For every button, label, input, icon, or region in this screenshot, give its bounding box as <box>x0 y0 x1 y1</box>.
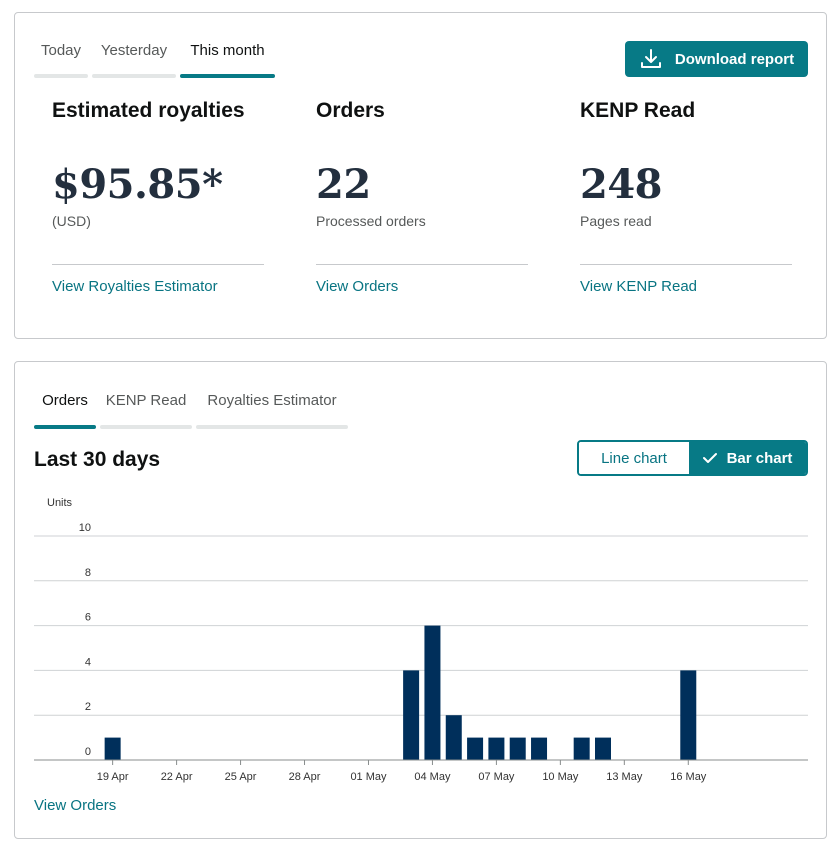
bar-chart-option[interactable]: Bar chart <box>689 442 806 474</box>
period-tabs: Today Yesterday This month <box>34 42 275 78</box>
y-axis-label: Units <box>47 497 73 509</box>
view-royalties-estimator-link[interactable]: View Royalties Estimator <box>52 278 218 295</box>
x-tick-label: 01 May <box>350 771 387 783</box>
tab-underline <box>34 74 88 78</box>
metric-value: $95.85* <box>52 161 223 208</box>
chart-tabs: Orders KENP Read Royalties Estimator <box>34 392 348 429</box>
tab-kenp-read[interactable]: KENP Read <box>100 392 192 429</box>
y-tick-label: 8 <box>85 567 91 579</box>
x-tick-label: 19 Apr <box>97 771 129 783</box>
metric-value: 22 <box>316 161 371 208</box>
bar <box>403 670 420 760</box>
y-tick-label: 6 <box>85 612 91 624</box>
y-tick-label: 2 <box>85 701 91 713</box>
x-tick-label: 28 Apr <box>289 771 321 783</box>
tab-underline <box>196 425 348 429</box>
tab-label: Today <box>40 42 82 59</box>
bar <box>509 737 526 760</box>
metric-kenp-read: KENP Read 248 Pages read View KENP Read <box>580 97 792 297</box>
divider <box>316 264 528 265</box>
bar <box>104 737 121 760</box>
y-tick-label: 0 <box>85 746 91 758</box>
bar <box>445 715 462 760</box>
bar <box>531 737 548 760</box>
orders-bar-chart: Units 0 2 4 6 8 10 19 Apr 22 Apr 25 Apr 28 Apr 01 M… <box>34 497 808 783</box>
view-orders-link[interactable]: View Orders <box>316 278 399 295</box>
bar <box>573 737 590 760</box>
tab-label: Yesterday <box>100 42 168 59</box>
line-chart-option[interactable]: Line chart <box>579 442 689 474</box>
metric-subtitle: (USD) <box>52 213 91 229</box>
x-tick-label: 13 May <box>606 771 643 783</box>
bar <box>424 625 441 760</box>
bar <box>488 737 505 760</box>
download-report-label: Download report <box>674 50 795 68</box>
metric-title: Orders <box>316 99 385 122</box>
metric-orders: Orders 22 Processed orders View Orders <box>316 97 528 297</box>
tab-today[interactable]: Today <box>34 42 88 78</box>
chart-type-toggle: Line chart Bar chart <box>577 440 808 476</box>
chart-section-title: Last 30 days <box>34 448 161 471</box>
view-kenp-read-link[interactable]: View KENP Read <box>580 278 698 295</box>
divider <box>580 264 792 265</box>
bar <box>467 737 484 760</box>
tab-orders[interactable]: Orders <box>34 392 96 429</box>
bar <box>595 737 611 760</box>
bar-chart-label: Bar chart <box>726 449 793 467</box>
chart-card: Orders KENP Read Royalties Estimator Las… <box>14 361 827 839</box>
metric-subtitle: Pages read <box>580 213 652 229</box>
y-tick-label: 4 <box>85 656 91 668</box>
metric-royalties: Estimated royalties $95.85* (USD) View R… <box>52 97 264 297</box>
tab-underline <box>180 74 275 78</box>
tab-underline <box>34 425 96 429</box>
metric-title: KENP Read <box>580 99 696 122</box>
summary-card: Today Yesterday This month Download repo… <box>14 12 827 339</box>
tab-underline <box>100 425 192 429</box>
tab-royalties-estimator[interactable]: Royalties Estimator <box>196 392 348 429</box>
download-icon <box>640 49 661 68</box>
tab-underline <box>92 74 176 78</box>
x-tick-label: 16 May <box>670 771 707 783</box>
x-tick-label: 22 Apr <box>161 771 193 783</box>
tab-yesterday[interactable]: Yesterday <box>92 42 176 78</box>
x-tick-label: 25 Apr <box>225 771 257 783</box>
y-tick-label: 10 <box>79 522 91 534</box>
checkmark-icon <box>702 453 717 463</box>
x-tick-label: 07 May <box>478 771 515 783</box>
tab-label: KENP Read <box>105 392 187 409</box>
line-chart-label: Line chart <box>601 449 667 467</box>
tab-this-month[interactable]: This month <box>180 42 275 78</box>
metric-title: Estimated royalties <box>52 99 245 122</box>
tab-label: This month <box>190 42 265 59</box>
x-tick-label: 04 May <box>414 771 451 783</box>
tab-label: Orders <box>42 392 88 409</box>
x-tick-label: 10 May <box>542 771 579 783</box>
metric-subtitle: Processed orders <box>316 213 426 229</box>
divider <box>52 264 264 265</box>
metric-value: 248 <box>580 161 663 208</box>
tab-label: Royalties Estimator <box>207 392 337 409</box>
download-report-button[interactable]: Download report <box>625 41 808 77</box>
bar <box>680 670 697 760</box>
view-orders-link[interactable]: View Orders <box>34 797 117 814</box>
